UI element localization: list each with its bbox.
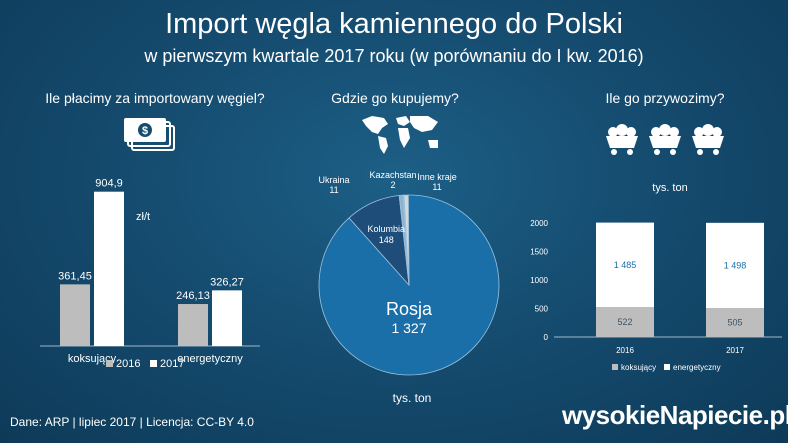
pie-label-value: 2 — [390, 180, 395, 190]
world-map-icon — [362, 116, 438, 154]
volume-section-title: Ile go przywozimy? — [605, 90, 725, 106]
pie-label-name: Kolumbia — [368, 224, 406, 234]
volume-bar-label: 522 — [617, 317, 632, 327]
coal-cart-icon — [692, 124, 724, 155]
volume-bar-segment — [706, 308, 764, 337]
volume-category-label: 2016 — [616, 346, 634, 355]
coal-cart-icon — [606, 124, 638, 155]
page-title: Import węgla kamiennego do Polski — [165, 8, 623, 40]
volume-legend-swatch — [612, 364, 618, 370]
page-subtitle: w pierwszym kwartale 2017 roku (w porówn… — [144, 46, 644, 66]
volume-legend-swatch — [664, 364, 670, 370]
pie-label-value: 11 — [432, 182, 441, 192]
price-legend-swatch — [150, 360, 157, 367]
price-bar-label: 326,27 — [210, 276, 244, 288]
volume-chart: 0 500 1000 1500 2000 tys. ton 522 1 485 2016 505 1… — [530, 182, 782, 372]
pie-slice — [403, 194, 410, 286]
brand-logo: wysokieNapiecie.pl — [562, 400, 788, 430]
price-legend-swatch — [106, 360, 113, 367]
volume-unit-label: tys. ton — [652, 182, 687, 194]
price-bar — [94, 191, 124, 346]
price-category-label: energetyczny — [177, 353, 243, 365]
buy-section-title: Gdzie go kupujemy? — [331, 90, 459, 106]
volume-ytick-label: 1000 — [530, 276, 548, 285]
price-bar — [178, 304, 208, 346]
volume-ytick-label: 500 — [535, 305, 549, 314]
volume-category-label: 2017 — [726, 346, 744, 355]
price-unit-label: zł/t — [136, 211, 150, 223]
pie-unit-label: tys. ton — [392, 391, 432, 405]
volume-ytick-label: 1500 — [530, 248, 548, 257]
price-legend-label: 2017 — [160, 358, 184, 370]
coal-cart-icon — [649, 124, 681, 155]
volume-bar-label: 1 498 — [724, 261, 747, 271]
price-bar-label: 904,9 — [95, 178, 123, 190]
price-bar-label: 246,13 — [176, 290, 210, 302]
volume-bar-label: 505 — [727, 318, 742, 328]
volume-legend-label: koksujący — [621, 363, 656, 372]
price-section-title: Ile płacimy za importowany węgiel? — [45, 90, 265, 106]
volume-ytick-label: 2000 — [530, 219, 548, 228]
price-bar — [212, 290, 242, 346]
pie-label-name: Kazachstan — [369, 170, 416, 180]
money-icon: $ — [124, 118, 175, 151]
footer-credits: Dane: ARP | lipiec 2017 | Licencja: CC-B… — [10, 415, 254, 429]
pie-label-name: Inne kraje — [417, 172, 457, 182]
svg-text:$: $ — [142, 125, 148, 137]
volume-legend-label: energetyczny — [673, 363, 721, 372]
price-category-label: koksujący — [68, 353, 117, 365]
volume-bar-segment — [596, 222, 654, 308]
pie-label-value: 11 — [329, 185, 338, 195]
pie-label-name: Ukraina — [318, 175, 349, 185]
price-bar-label: 361,45 — [58, 270, 92, 282]
volume-bar-segment — [706, 222, 764, 309]
pie-label-name: Rosja — [386, 299, 433, 319]
pie-label-value: 1 327 — [391, 320, 426, 336]
price-bar — [60, 284, 90, 346]
pie-label-value: 148 — [379, 235, 394, 245]
volume-bar-segment — [596, 307, 654, 337]
volume-ytick-label: 0 — [544, 333, 549, 342]
price-legend-label: 2016 — [116, 358, 140, 370]
volume-bar-label: 1 485 — [614, 260, 637, 270]
